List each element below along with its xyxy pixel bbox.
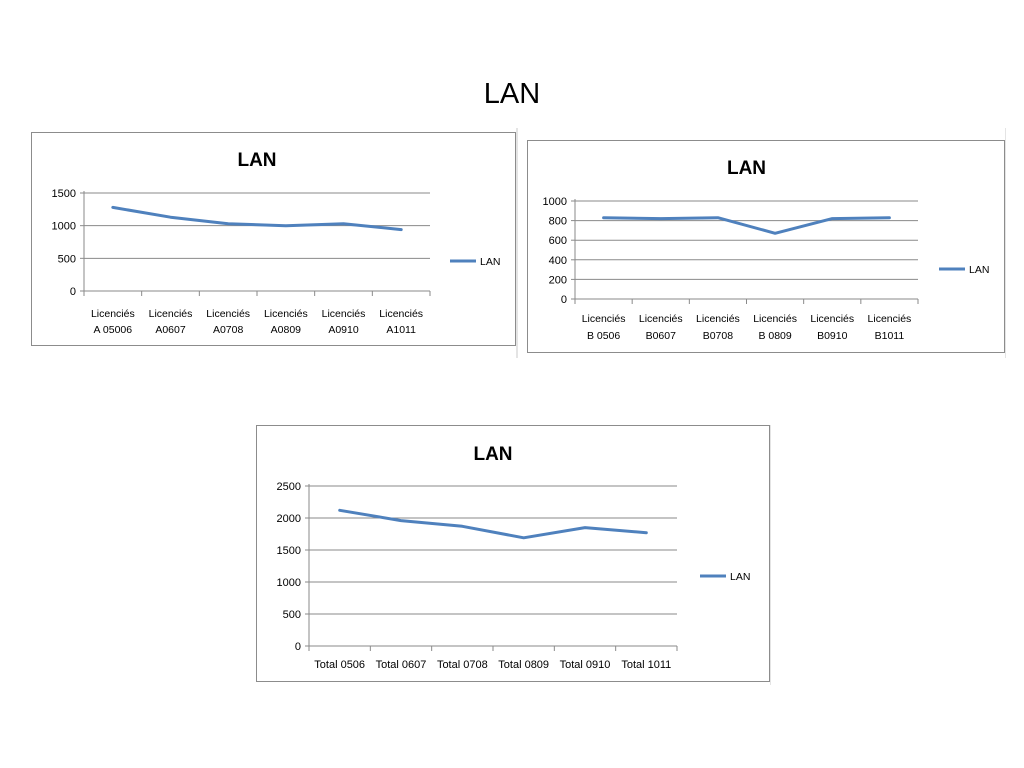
y-tick-label: 1000 <box>52 221 76 233</box>
y-tick-label: 2000 <box>277 513 301 525</box>
chart-title: LAN <box>727 158 766 179</box>
y-tick-label: 1500 <box>277 545 301 557</box>
x-category-label: A0910 <box>328 324 359 336</box>
y-tick-label: 1000 <box>543 196 567 208</box>
y-tick-label: 1500 <box>52 188 76 200</box>
x-category-label: Licenciés <box>91 308 135 320</box>
chart-a-svg: LAN 0 500 1000 1500 Licenciés A 05006 Licenciés… <box>52 150 501 336</box>
x-category-label: B 0809 <box>758 330 791 342</box>
y-tick-label: 400 <box>549 255 567 267</box>
x-category-label: Total 0809 <box>498 659 549 671</box>
x-category-label: B1011 <box>875 330 905 342</box>
y-tick-label: 0 <box>561 294 567 306</box>
cell-gridline <box>516 128 518 358</box>
y-tick-label: 1000 <box>277 577 301 589</box>
x-category-label: B0910 <box>817 330 848 342</box>
chart-licencies-a: LAN 0 500 1000 1500 Licenciés A 05006 Licenciés… <box>31 132 516 346</box>
x-category-label: A0809 <box>271 324 302 336</box>
x-category-label: Licenciés <box>753 313 797 325</box>
x-category-label: Licenciés <box>696 313 740 325</box>
chart-title: LAN <box>237 150 276 171</box>
y-tick-label: 600 <box>549 235 567 247</box>
y-tick-label: 500 <box>283 609 301 621</box>
page-title: LAN <box>483 78 541 110</box>
x-category-label: A0708 <box>213 324 244 336</box>
x-category-label: Licenciés <box>810 313 854 325</box>
x-category-label: Licenciés <box>322 308 366 320</box>
x-category-label: Total 0910 <box>560 659 611 671</box>
y-tick-label: 0 <box>295 641 301 653</box>
x-category-label: B0708 <box>703 330 734 342</box>
cell-gridline <box>1005 128 1006 358</box>
x-category-label: Licenciés <box>149 308 193 320</box>
x-category-label: Total 0607 <box>376 659 427 671</box>
chart-licencies-b: LAN 0 200 400 600 800 1000 Licenciés B 0506 Licen… <box>527 140 1005 353</box>
series-line-lan <box>111 205 403 232</box>
x-category-label: A0607 <box>155 324 186 336</box>
legend-label: LAN <box>969 264 989 276</box>
chart-b-svg: LAN 0 200 400 600 800 1000 Licenciés B 0506 Licen… <box>543 158 990 342</box>
y-tick-label: 200 <box>549 274 567 286</box>
x-category-label: Licenciés <box>582 313 626 325</box>
x-category-label: Licenciés <box>639 313 683 325</box>
x-category-label: Total 1011 <box>621 659 671 671</box>
y-tick-label: 500 <box>58 253 76 265</box>
x-category-label: A 05006 <box>94 324 133 336</box>
legend-label: LAN <box>480 256 500 268</box>
x-category-label: Licenciés <box>379 308 423 320</box>
x-category-label: Total 0506 <box>314 659 365 671</box>
y-tick-label: 800 <box>549 216 567 228</box>
x-category-label: Licenciés <box>868 313 912 325</box>
x-category-label: Licenciés <box>264 308 308 320</box>
x-category-label: B 0506 <box>587 330 620 342</box>
x-category-label: Licenciés <box>206 308 250 320</box>
x-category-label: B0607 <box>646 330 677 342</box>
x-category-label: A1011 <box>386 324 416 336</box>
cell-gridline <box>770 425 771 685</box>
chart-title: LAN <box>473 444 512 465</box>
y-tick-label: 0 <box>70 286 76 298</box>
y-tick-label: 2500 <box>277 481 301 493</box>
chart-total-svg: LAN 0 500 1000 1500 2000 2500 Total 0506 Total 0… <box>277 444 751 671</box>
series-line-lan <box>602 216 891 235</box>
series-line-lan <box>338 508 648 540</box>
x-category-label: Total 0708 <box>437 659 488 671</box>
chart-total: LAN 0 500 1000 1500 2000 2500 Total 0506 Total 0… <box>256 425 770 682</box>
legend-label: LAN <box>730 571 750 583</box>
